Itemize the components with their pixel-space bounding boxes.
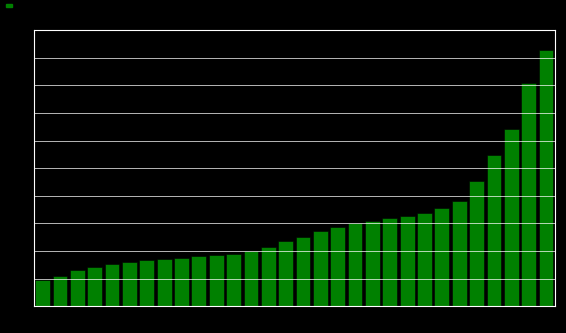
Bar — [70, 269, 85, 306]
Bar — [452, 201, 466, 306]
Legend:  — [6, 3, 17, 8]
Bar — [278, 240, 293, 306]
Bar — [139, 260, 154, 306]
Bar — [469, 181, 484, 306]
Bar — [157, 259, 171, 306]
Bar — [174, 258, 189, 306]
Bar — [122, 262, 137, 306]
Bar — [243, 251, 258, 306]
Bar — [348, 223, 362, 306]
Bar — [209, 255, 224, 306]
Bar — [400, 215, 414, 306]
Bar — [487, 155, 501, 306]
Bar — [331, 227, 345, 306]
Bar — [417, 213, 432, 306]
Bar — [521, 83, 536, 306]
Bar — [226, 254, 241, 306]
Bar — [87, 267, 102, 306]
Bar — [191, 256, 206, 306]
Bar — [53, 276, 67, 306]
Bar — [295, 237, 310, 306]
Bar — [504, 129, 518, 306]
Bar — [261, 247, 276, 306]
Bar — [539, 50, 554, 306]
Bar — [35, 280, 50, 306]
Bar — [313, 231, 328, 306]
Bar — [365, 221, 380, 306]
Bar — [435, 208, 449, 306]
Bar — [383, 218, 397, 306]
Bar — [105, 264, 119, 306]
